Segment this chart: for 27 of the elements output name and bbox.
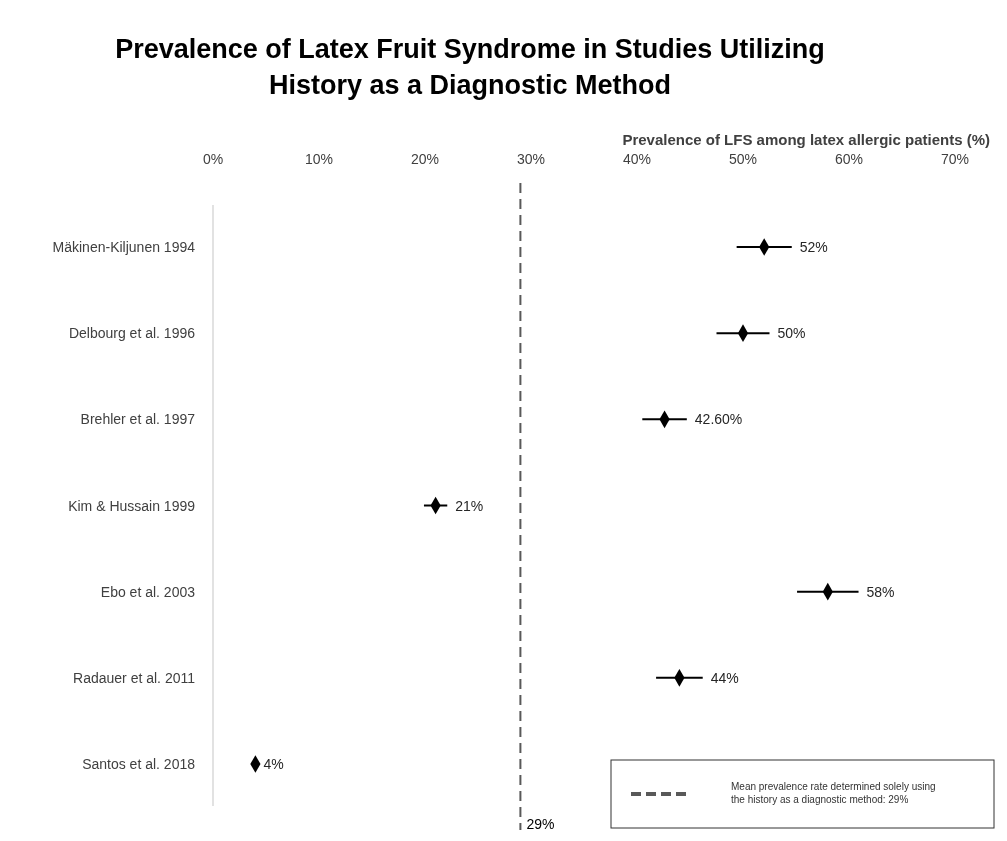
data-label: 58%: [866, 583, 895, 600]
data-label: 42.60%: [694, 411, 743, 428]
y-tick-label: Brehler et al. 1997: [80, 411, 196, 428]
y-tick-label: Delbourg et al. 1996: [68, 325, 196, 342]
x-tick-label: 50%: [728, 151, 758, 167]
x-tick-label: 20%: [410, 151, 440, 167]
chart-title: Prevalence of Latex Fruit Syndrome in Studies Utilizing History as a Diagnostic Method: [115, 34, 825, 100]
x-axis-title: Prevalence of LFS among latex allergic patients (%): [622, 131, 990, 148]
data-label: 44%: [710, 669, 739, 686]
data-label: 50%: [777, 325, 806, 342]
data-label: 21%: [455, 497, 484, 514]
ref-line-label: Mean prevalence rate determined solely using the history as a diagnostic method: 29%: [731, 781, 936, 805]
y-tick-label: Ebo et al. 2003: [100, 583, 196, 600]
x-tick-label: 30%: [516, 151, 546, 167]
y-tick-label: Kim & Hussain 1999: [68, 497, 196, 514]
annotation: 29%: [526, 816, 555, 832]
x-tick-label: 40%: [622, 151, 652, 167]
y-tick-label: Santos et al. 2018: [82, 756, 196, 772]
x-tick-label: 10%: [304, 151, 334, 167]
x-tick-label: 70%: [940, 151, 970, 167]
y-tick-label: Mäkinen-Kiljunen 1994: [52, 239, 196, 255]
data-label: 52%: [799, 239, 828, 255]
x-tick-label: 0%: [202, 151, 224, 167]
y-tick-label: Radauer et al. 2011: [73, 669, 196, 686]
data-label: 4%: [263, 756, 284, 772]
x-tick-label: 60%: [834, 151, 864, 167]
legend-box: Mean prevalence rate determined solely using the history as a diagnostic method: 29%: [610, 759, 995, 829]
